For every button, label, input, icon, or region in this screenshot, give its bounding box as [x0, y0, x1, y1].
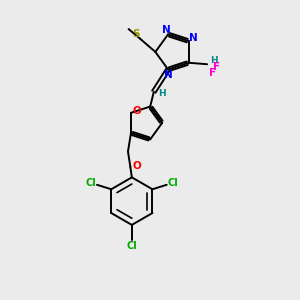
Text: N: N	[189, 32, 197, 43]
Text: H: H	[158, 89, 166, 98]
Text: F: F	[213, 62, 220, 72]
Text: S: S	[132, 29, 140, 39]
Text: Cl: Cl	[85, 178, 96, 188]
Text: N: N	[164, 70, 172, 80]
Text: N: N	[162, 25, 171, 35]
Text: O: O	[133, 161, 141, 171]
Text: O: O	[133, 106, 141, 116]
Text: H: H	[210, 56, 218, 65]
Text: Cl: Cl	[127, 241, 137, 251]
Text: Cl: Cl	[168, 178, 178, 188]
Text: F: F	[209, 68, 216, 78]
